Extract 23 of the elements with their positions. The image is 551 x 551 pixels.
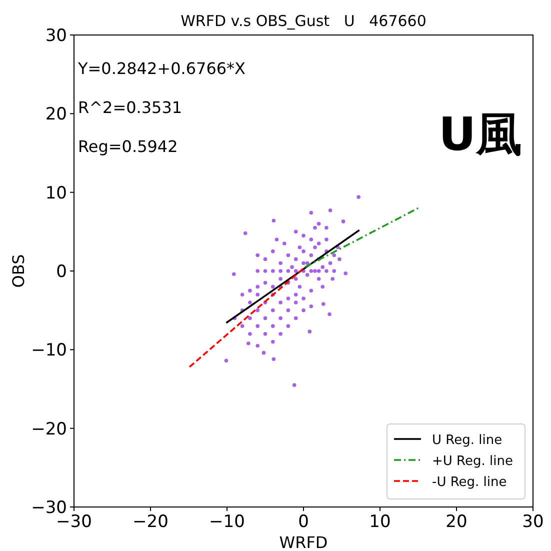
- x-tick-label: 10: [369, 512, 391, 532]
- y-tick-label: −30: [31, 498, 67, 518]
- x-tick-label: 30: [522, 512, 544, 532]
- x-axis-title: WRFD: [279, 533, 328, 551]
- x-tick-label: −20: [132, 512, 168, 532]
- y-tick-label: 0: [56, 262, 67, 282]
- legend-label: -U Reg. line: [432, 475, 507, 490]
- annotation: Reg=0.5942: [78, 137, 178, 156]
- annotation: U風: [438, 107, 522, 161]
- legend-label: +U Reg. line: [432, 454, 513, 469]
- y-tick-label: −20: [31, 419, 67, 440]
- annotation: R^2=0.3531: [78, 98, 182, 117]
- chart-title: WRFD v.s OBS_Gust U 467660: [180, 12, 426, 30]
- legend-label: U Reg. line: [432, 433, 502, 448]
- y-tick-label: −10: [31, 340, 67, 361]
- y-tick-label: 10: [45, 183, 67, 204]
- y-tick-label: 30: [45, 26, 67, 46]
- x-tick-label: 20: [446, 512, 468, 532]
- annotation: Y=0.2842+0.6766*X: [77, 59, 246, 78]
- y-axis-title: OBS: [9, 254, 28, 288]
- x-tick-label: 0: [298, 512, 309, 532]
- x-tick-label: −10: [209, 512, 245, 532]
- y-tick-label: 20: [45, 104, 67, 125]
